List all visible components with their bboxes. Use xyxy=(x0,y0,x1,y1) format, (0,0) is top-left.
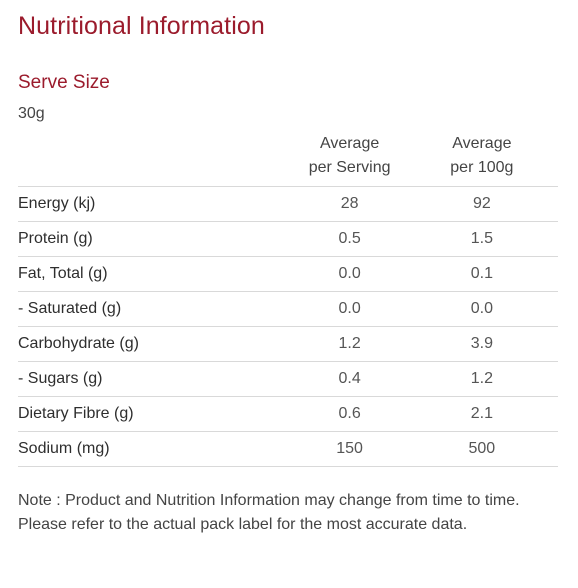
row-per-serving: 0.4 xyxy=(293,361,406,397)
row-per-serving: 1.2 xyxy=(293,326,406,362)
row-per-100g: 0.1 xyxy=(405,256,558,292)
disclaimer-note: Note : Product and Nutrition Information… xyxy=(18,492,520,533)
row-label: Fat, Total (g) xyxy=(18,256,294,292)
row-per-100g: 2.1 xyxy=(405,396,558,432)
table-row: Protein (g) 0.5 1.5 xyxy=(18,221,558,257)
row-per-serving: 28 xyxy=(293,186,406,222)
row-label: Sodium (mg) xyxy=(18,431,294,467)
header-per-serving-line1: Average xyxy=(319,135,380,152)
row-per-100g: 1.5 xyxy=(405,221,558,257)
row-label: Dietary Fibre (g) xyxy=(18,396,294,432)
table-row: Fat, Total (g) 0.0 0.1 xyxy=(18,256,558,292)
nutrition-table: Average per Serving Average per 100g Ene… xyxy=(18,132,558,467)
header-per-100g-line2: per 100g xyxy=(450,159,514,176)
serve-size-value: 30g xyxy=(18,105,45,122)
row-per-serving: 0.5 xyxy=(293,221,406,257)
row-label: Protein (g) xyxy=(18,221,294,257)
row-per-serving: 0.6 xyxy=(293,396,406,432)
row-per-serving: 0.0 xyxy=(293,291,406,327)
row-per-100g: 92 xyxy=(405,186,558,222)
table-row: Energy (kj) 28 92 xyxy=(18,186,558,222)
table-header-row: Average per Serving Average per 100g xyxy=(18,132,558,187)
row-label: - Saturated (g) xyxy=(18,291,294,327)
table-row: - Saturated (g) 0.0 0.0 xyxy=(18,291,558,327)
row-per-100g: 3.9 xyxy=(405,326,558,362)
table-row: Carbohydrate (g) 1.2 3.9 xyxy=(18,326,558,362)
row-per-100g: 500 xyxy=(405,431,558,467)
table-row: - Sugars (g) 0.4 1.2 xyxy=(18,361,558,397)
row-label: - Sugars (g) xyxy=(18,361,294,397)
row-label: Energy (kj) xyxy=(18,186,294,222)
row-per-serving: 0.0 xyxy=(293,256,406,292)
serve-size-heading: Serve Size xyxy=(18,72,110,93)
row-label: Carbohydrate (g) xyxy=(18,326,294,362)
header-per-serving-line2: per Serving xyxy=(308,159,391,176)
row-per-100g: 0.0 xyxy=(405,291,558,327)
header-per-100g: Average per 100g xyxy=(405,132,558,187)
row-per-serving: 150 xyxy=(293,431,406,467)
table-row: Sodium (mg) 150 500 xyxy=(18,431,558,467)
page-title: Nutritional Information xyxy=(18,12,265,40)
row-per-100g: 1.2 xyxy=(405,361,558,397)
table-row: Dietary Fibre (g) 0.6 2.1 xyxy=(18,396,558,432)
header-per-100g-line1: Average xyxy=(452,135,512,152)
header-nutrient xyxy=(18,132,294,187)
header-per-serving: Average per Serving xyxy=(293,132,406,187)
